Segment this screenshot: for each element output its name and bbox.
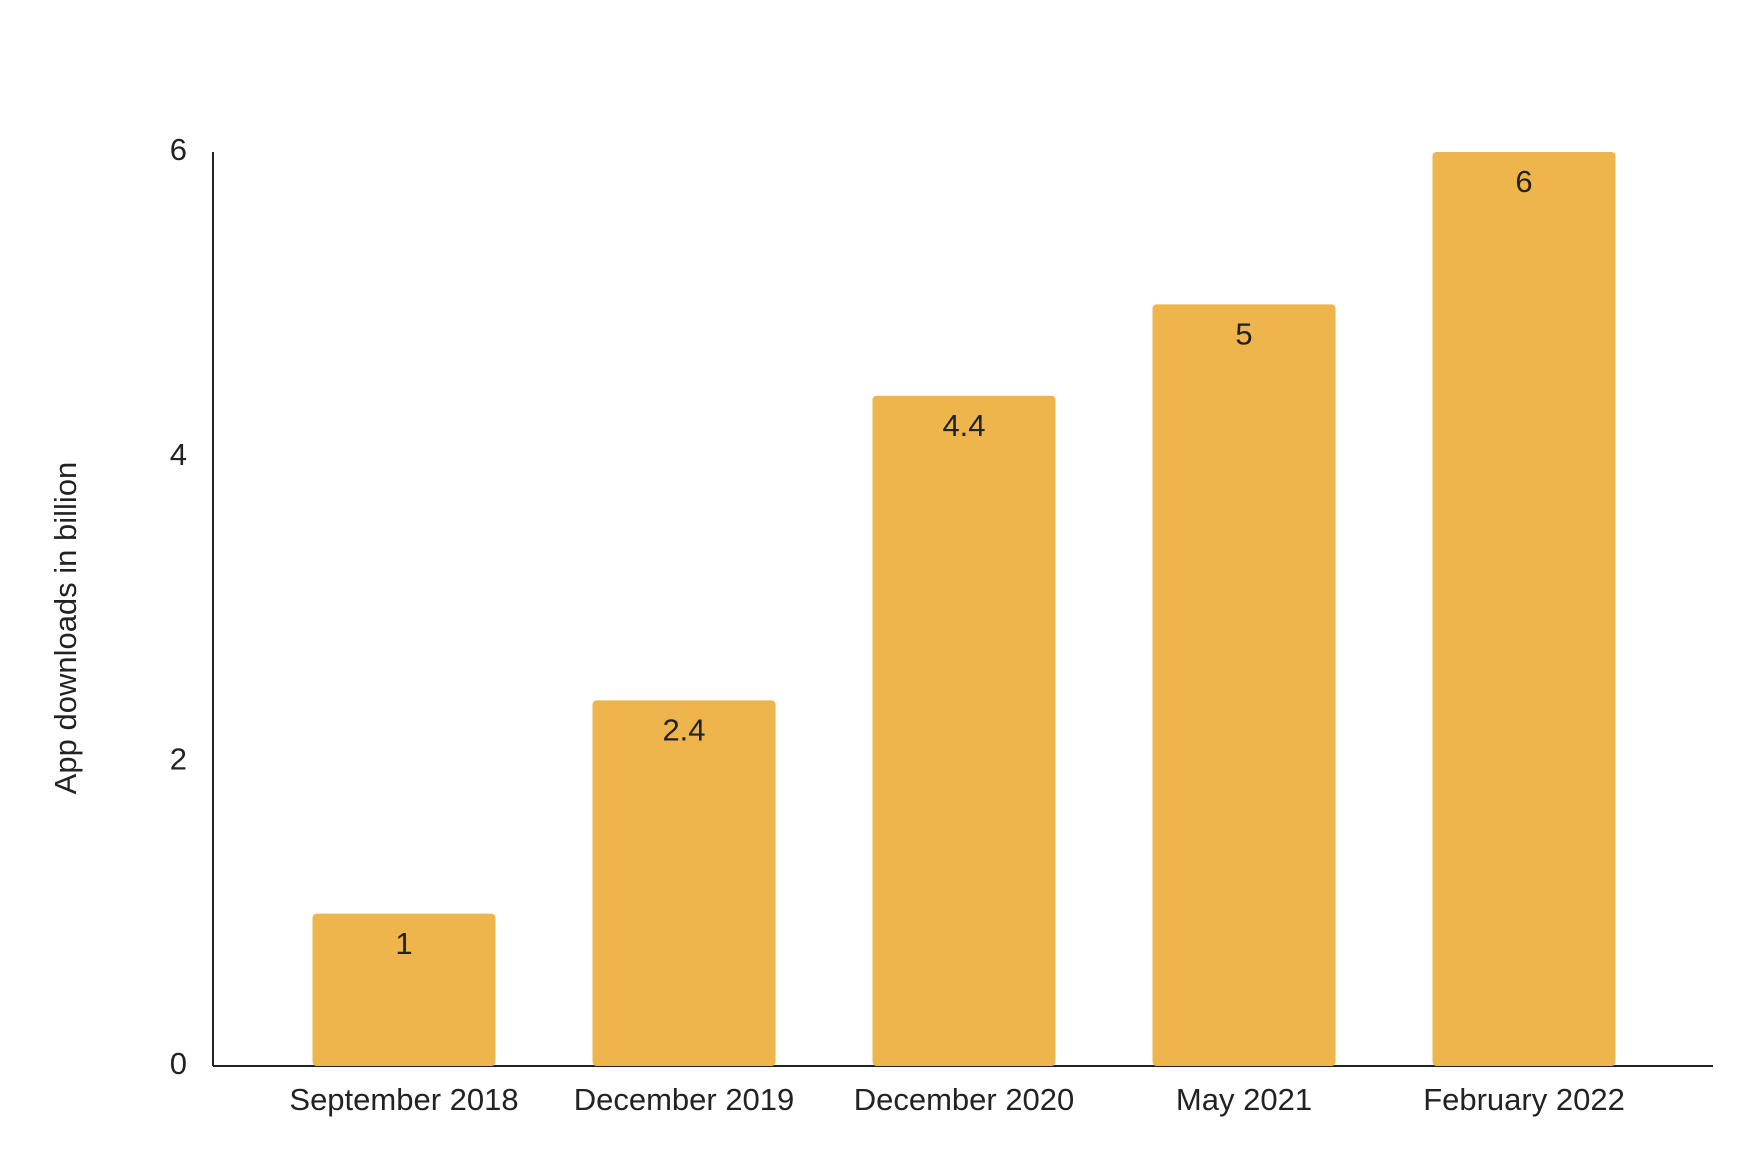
y-axis-label: App downloads in billion bbox=[48, 462, 83, 795]
bar bbox=[592, 700, 776, 1066]
x-tick-label: May 2021 bbox=[1176, 1082, 1312, 1117]
y-tick-label: 2 bbox=[170, 742, 187, 777]
value-label: 1 bbox=[395, 926, 412, 961]
x-tick-label: December 2019 bbox=[574, 1082, 795, 1117]
x-tick-label: February 2022 bbox=[1423, 1082, 1625, 1117]
x-tick-label: December 2020 bbox=[854, 1082, 1075, 1117]
value-label: 6 bbox=[1515, 164, 1532, 199]
bar bbox=[872, 395, 1056, 1066]
x-tick-label: September 2018 bbox=[289, 1082, 518, 1117]
value-label: 2.4 bbox=[662, 713, 705, 748]
bar bbox=[1432, 152, 1616, 1066]
value-label: 4.4 bbox=[942, 408, 985, 443]
y-tick-label: 4 bbox=[170, 437, 187, 472]
bar bbox=[1152, 304, 1336, 1066]
value-label: 5 bbox=[1235, 317, 1252, 352]
y-tick-label: 0 bbox=[170, 1046, 187, 1081]
y-tick-label: 6 bbox=[170, 132, 187, 167]
bar bbox=[312, 913, 496, 1066]
